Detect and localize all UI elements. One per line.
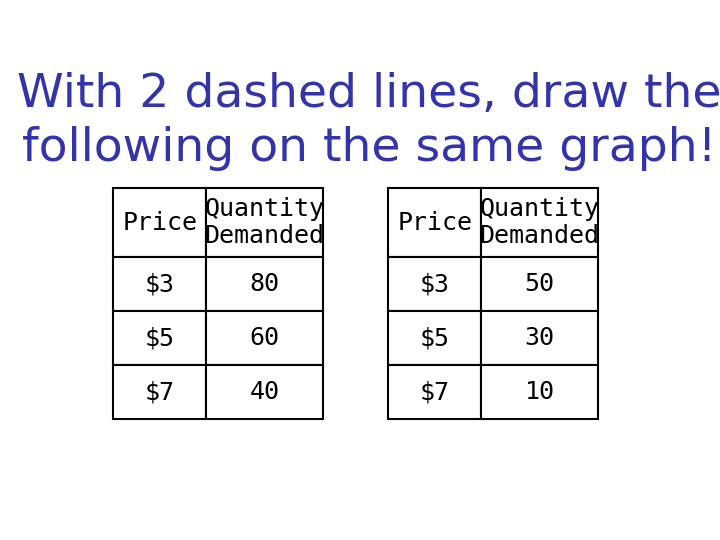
Text: 50: 50 (524, 272, 554, 296)
Bar (388, 257, 482, 311)
Text: 30: 30 (524, 326, 554, 350)
Bar (206, 311, 323, 365)
Bar (206, 188, 323, 257)
Bar (388, 365, 482, 419)
Bar (113, 365, 206, 419)
Bar (113, 188, 206, 257)
Bar (482, 257, 598, 311)
Text: Price: Price (122, 211, 197, 235)
Text: With 2 dashed lines, draw the
following on the same graph!: With 2 dashed lines, draw the following … (17, 72, 720, 171)
Text: Price: Price (397, 211, 472, 235)
Text: 80: 80 (249, 272, 279, 296)
Text: 60: 60 (249, 326, 279, 350)
Bar (388, 311, 482, 365)
Bar (388, 188, 482, 257)
Bar (206, 257, 323, 311)
Bar (482, 188, 598, 257)
Text: $5: $5 (420, 326, 450, 350)
Text: Quantity
Demanded: Quantity Demanded (204, 197, 325, 248)
Bar (113, 311, 206, 365)
Bar (206, 365, 323, 419)
Text: $3: $3 (145, 272, 175, 296)
Text: 10: 10 (524, 380, 554, 404)
Text: $7: $7 (145, 380, 175, 404)
Text: $7: $7 (420, 380, 450, 404)
Text: 40: 40 (249, 380, 279, 404)
Bar (482, 311, 598, 365)
Text: $3: $3 (420, 272, 450, 296)
Bar (482, 365, 598, 419)
Bar (113, 257, 206, 311)
Text: Quantity
Demanded: Quantity Demanded (480, 197, 600, 248)
Text: $5: $5 (145, 326, 175, 350)
